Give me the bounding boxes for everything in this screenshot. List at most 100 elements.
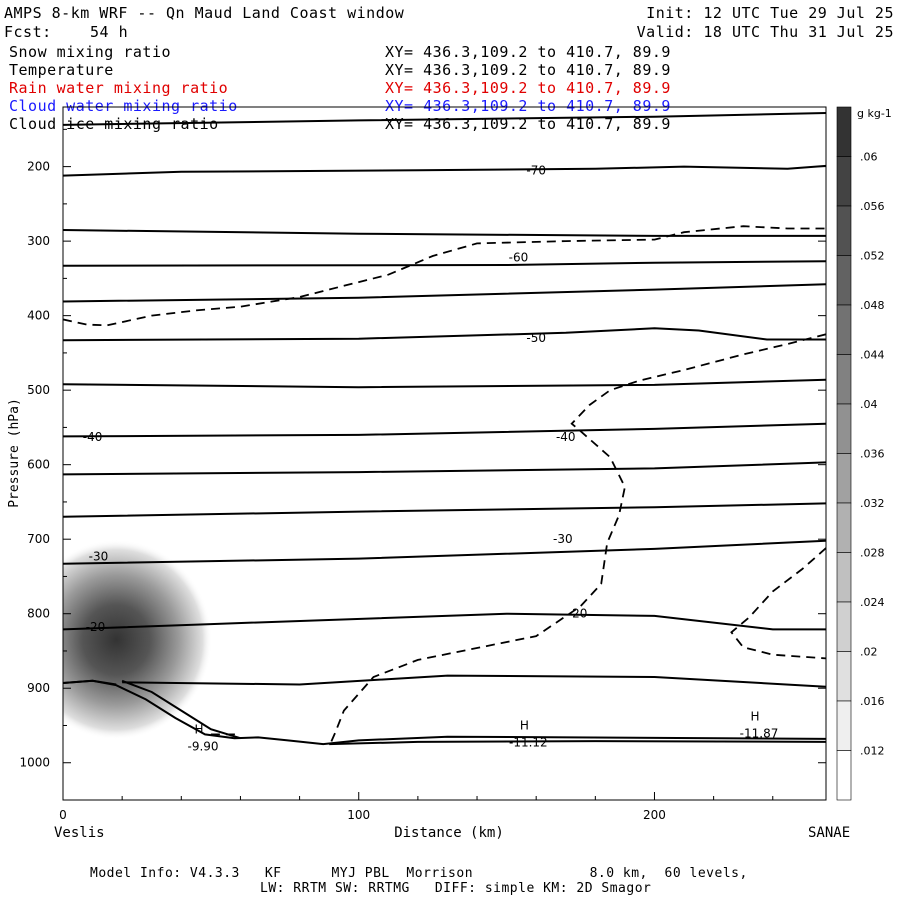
colorbar-swatch <box>836 304 852 355</box>
contour-lines <box>63 112 826 747</box>
colorbar-tick-label: .048 <box>860 299 885 312</box>
high-marker: H <box>520 719 529 733</box>
isotherm-line <box>63 422 826 438</box>
isotherm-line <box>63 461 826 476</box>
high-marker: H <box>751 710 760 724</box>
high-value: -9.90 <box>188 739 219 753</box>
isotherm-line <box>63 164 826 177</box>
colorbar-swatch <box>836 205 852 256</box>
isotherm-line <box>63 612 826 631</box>
colorbar-tick-label: .06 <box>860 151 878 164</box>
colorbar-swatch <box>836 255 852 306</box>
colorbar-tick-label: .016 <box>860 695 885 708</box>
high-value: -11.87 <box>740 727 779 741</box>
x-tick-label: 0 <box>59 808 67 822</box>
legend-xy: XY= 436.3,109.2 to 410.7, 89.9 <box>385 97 671 115</box>
isotherm-label: -40 <box>556 430 576 444</box>
cloud-ice-contour <box>328 333 826 747</box>
colorbar-tick-label: .024 <box>860 596 885 609</box>
colorbar-tick-label: .032 <box>860 497 885 510</box>
y-tick-label: 200 <box>27 160 50 174</box>
isotherm-line <box>122 674 826 688</box>
colorbar-tick-label: .036 <box>860 448 885 461</box>
colorbar-swatch <box>836 453 852 504</box>
colorbar-tick-label: .04 <box>860 398 878 411</box>
y-axis-label: Pressure (hPa) <box>7 398 22 508</box>
isotherm-line <box>329 740 826 746</box>
isotherm-line <box>121 679 241 740</box>
isotherm-line <box>63 229 826 237</box>
isotherm-line <box>63 327 826 342</box>
legend-xy: XY= 436.3,109.2 to 410.7, 89.9 <box>385 61 671 79</box>
cloud-ice-contour <box>63 225 826 327</box>
legend-xy: XY= 436.3,109.2 to 410.7, 89.9 <box>385 79 671 97</box>
colorbar-tick-label: .028 <box>860 547 885 560</box>
contour-labels: -70 -60 -50 -40 -40 -30 -30 -20 -20 H -9.90 H -11.12… <box>83 163 779 753</box>
isotherm-line <box>63 539 826 565</box>
legend-name: Cloud ice mixing ratio <box>9 115 219 133</box>
isotherm-line <box>63 283 826 303</box>
x-tick-label: 100 <box>347 808 370 822</box>
isotherm-line <box>63 112 826 126</box>
y-tick-label: 900 <box>27 681 50 695</box>
colorbar-unit: g kg-1 <box>857 107 892 120</box>
colorbar-swatch <box>836 354 852 405</box>
y-tick-label: 1000 <box>19 756 50 770</box>
colorbar: .06 .056 .052 .048 .044 .04 .036 .032 .028 .024 .0… <box>836 106 892 801</box>
x-start-label: Veslis <box>54 825 105 841</box>
colorbar-swatch <box>836 106 852 157</box>
colorbar-tick-label: .052 <box>860 250 885 263</box>
high-marker: H <box>195 722 204 736</box>
legend-xy: XY= 436.3,109.2 to 410.7, 89.9 <box>385 43 671 61</box>
isotherm-label: -70 <box>526 163 546 177</box>
colorbar-swatch <box>836 502 852 553</box>
isotherm-label: -20 <box>86 620 106 634</box>
legend-name: Rain water mixing ratio <box>9 79 229 97</box>
plot-frame <box>62 106 827 801</box>
axes: 200 300 400 500 600 700 800 900 1000 0 100 200 Dista… <box>7 128 850 841</box>
high-value: -11.12 <box>509 736 548 750</box>
isotherm-label: -30 <box>89 549 109 563</box>
footer-line-2: LW: RRTM SW: RRTMG DIFF: simple KM: 2D S… <box>260 881 652 896</box>
isotherm-line <box>63 378 826 389</box>
isotherm-label: -60 <box>509 251 529 265</box>
colorbar-swatch <box>836 403 852 454</box>
y-tick-label: 800 <box>27 607 50 621</box>
snow-shading <box>63 539 213 740</box>
legend-name: Temperature <box>9 61 114 79</box>
x-axis-label: Distance (km) <box>394 825 504 841</box>
isotherm-line <box>63 502 826 518</box>
init-time: Init: 12 UTC Tue 29 Jul 25 <box>646 4 894 22</box>
title: AMPS 8-km WRF -- Qn Maud Land Coast wind… <box>4 4 405 22</box>
colorbar-tick-label: .012 <box>860 745 885 758</box>
snow-mixing-ratio-max <box>63 539 213 740</box>
y-tick-label: 600 <box>27 458 50 472</box>
isotherm-label: -50 <box>526 331 546 345</box>
fcst-label: Fcst: <box>4 23 52 41</box>
colorbar-swatch <box>836 601 852 652</box>
colorbar-swatch <box>836 750 852 801</box>
colorbar-swatch <box>836 156 852 207</box>
y-tick-label: 500 <box>27 383 50 397</box>
colorbar-tick-label: .056 <box>860 200 885 213</box>
legend-name: Cloud water mixing ratio <box>9 97 238 115</box>
colorbar-tick-label: .02 <box>860 646 878 659</box>
isotherm-line <box>63 679 826 746</box>
footer-line-1: Model Info: V4.3.3 KF MYJ PBL Morrison 8… <box>90 866 748 881</box>
colorbar-swatch <box>836 651 852 702</box>
y-tick-label: 700 <box>27 532 50 546</box>
isotherm-label: -40 <box>83 430 103 444</box>
isotherm-label: -20 <box>568 607 588 621</box>
fcst-value: 54 h <box>90 23 129 41</box>
y-tick-label: 400 <box>27 309 50 323</box>
legend-name: Snow mixing ratio <box>9 43 172 61</box>
isotherm-label: -30 <box>553 532 573 546</box>
colorbar-tick-label: .044 <box>860 349 885 362</box>
y-tick-label: 300 <box>27 234 50 248</box>
plot-border <box>62 106 827 801</box>
cloud-ice-contour <box>730 547 826 660</box>
colorbar-swatch <box>836 552 852 603</box>
isotherm-line <box>63 260 826 267</box>
valid-time: Valid: 18 UTC Thu 31 Jul 25 <box>636 23 894 41</box>
